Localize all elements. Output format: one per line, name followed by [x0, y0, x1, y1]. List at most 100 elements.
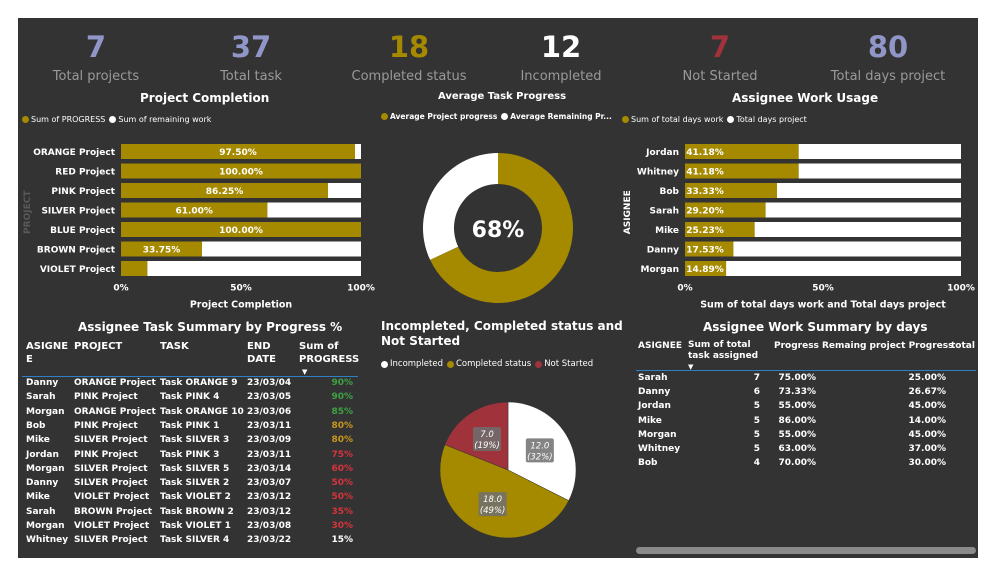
bar-remaining[interactable]	[798, 144, 961, 159]
bar-progress[interactable]	[121, 183, 328, 198]
table-cell-progress: 35%	[331, 506, 353, 517]
column-header-asignee[interactable]: ASIGNE E	[26, 341, 69, 365]
bar-progress[interactable]	[685, 183, 777, 198]
table-cell-task: Task VIOLET 1	[160, 521, 231, 531]
table-cell-tasks: 7	[753, 373, 760, 383]
tick-label: 100%	[347, 284, 375, 294]
table-cell-progress: 50%	[331, 478, 353, 489]
task-summary-table[interactable]: ASIGNE E PROJECT TASK END DATE Sum of PR…	[18, 338, 368, 558]
avg-task-progress-legend: Average Project progress Average Remaini…	[381, 112, 616, 121]
column-header-progress[interactable]: Sum of PROGRESS	[299, 341, 360, 365]
bar-progress[interactable]	[685, 261, 727, 276]
bar-remaining[interactable]	[754, 222, 961, 237]
bar-progress[interactable]	[685, 144, 799, 159]
data-label: 17.53%	[686, 246, 724, 256]
bar-remaining[interactable]	[202, 241, 361, 257]
bar-remaining[interactable]	[733, 241, 961, 257]
kpi-total-days-project: 80 Total days project	[813, 30, 963, 84]
column-header-asignee[interactable]: ASIGNEE	[638, 341, 683, 351]
bar-progress[interactable]	[685, 241, 734, 257]
table-cell-progress: 73.33%	[778, 387, 817, 398]
data-label: 29.20%	[686, 207, 724, 217]
table-cell-project: SILVER Project	[74, 463, 148, 474]
table-cell-end: 23/03/08	[247, 521, 292, 531]
legend-label: Not Started	[544, 359, 594, 369]
table-cell-asignee: Sarah	[26, 392, 56, 403]
legend-dot-icon	[447, 360, 454, 368]
table-cell-progress: 80%	[331, 420, 353, 431]
bar-progress[interactable]	[685, 202, 766, 218]
bar-remaining[interactable]	[355, 144, 361, 159]
category-label: Morgan	[640, 265, 679, 275]
project-completion-title: Project Completion	[140, 91, 270, 105]
table-cell-asignee: Whitney	[26, 535, 69, 546]
bar-progress[interactable]	[121, 163, 361, 179]
legend-label: Sum of total days work	[631, 115, 724, 124]
category-label: BLUE Project	[50, 226, 116, 236]
bar-remaining[interactable]	[267, 202, 361, 218]
bar-progress[interactable]	[121, 261, 148, 276]
bar-progress[interactable]	[121, 202, 268, 218]
data-label: 25.23%	[686, 226, 724, 236]
table-cell-task: Task ORANGE 10	[160, 406, 244, 417]
bar-remaining[interactable]	[765, 202, 961, 218]
table-cell-progress: 90%	[331, 392, 353, 403]
column-header-task[interactable]: TASK	[160, 341, 189, 352]
kpi-not-started: 7 Not Started	[645, 30, 795, 84]
kpi-completed-status: 18 Completed status	[334, 30, 484, 84]
table-cell-end: 23/03/22	[247, 535, 292, 546]
bar-progress[interactable]	[685, 222, 755, 237]
data-label: 41.18%	[686, 168, 724, 178]
bar-progress[interactable]	[121, 222, 361, 237]
legend-item: Completed status	[447, 359, 531, 369]
table-cell-progress: 85%	[331, 406, 353, 417]
table-cell-project: SILVER Project	[74, 535, 148, 546]
y-axis-title: PROJECT	[23, 190, 33, 234]
data-label: 100.00%	[219, 226, 263, 236]
work-summary-table[interactable]: ASIGNEE Sum of total task assigned ▼ Pro…	[636, 338, 978, 548]
data-label: 61.00%	[175, 207, 213, 217]
bar-progress[interactable]	[121, 144, 355, 159]
kpi-label: Total days project	[830, 69, 946, 84]
legend-dot-icon	[622, 116, 629, 123]
avg-task-progress-title: Average Task Progress	[438, 91, 567, 102]
table-cell-project: PINK Project	[74, 420, 138, 431]
column-header-end-date[interactable]: END DATE	[247, 341, 276, 365]
bar-remaining[interactable]	[726, 261, 961, 276]
bar-progress[interactable]	[685, 163, 799, 179]
table-cell-project: BROWN Project	[74, 506, 153, 517]
horizontal-scrollbar[interactable]	[636, 547, 976, 554]
table-cell-project: SILVER Project	[74, 435, 148, 446]
category-label: ORANGE Project	[33, 148, 115, 158]
bar-progress[interactable]	[121, 241, 202, 257]
table-cell-project: ORANGE Project	[74, 378, 156, 388]
kpi-label: Total task	[220, 69, 282, 84]
sort-desc-icon[interactable]: ▼	[302, 368, 308, 376]
pie-value-label: 7.0	[480, 430, 494, 440]
legend-item: Sum of total days work	[622, 115, 723, 124]
legend-label: Sum of PROGRESS	[31, 115, 106, 124]
table-cell-task: Task SILVER 3	[160, 435, 230, 446]
donut-slice[interactable]	[430, 153, 573, 303]
table-cell-tasks: 4	[753, 458, 760, 469]
bar-remaining[interactable]	[147, 261, 361, 276]
column-header-tasks[interactable]: Sum of total task assigned	[688, 340, 759, 361]
work-summary-title: Assignee Work Summary by days	[703, 320, 928, 334]
donut-slice[interactable]	[423, 153, 498, 260]
bar-remaining[interactable]	[798, 163, 961, 179]
project-completion-chart: ORANGE Project 97.50% RED Project 100.00% PI…	[23, 144, 375, 311]
column-header-total[interactable]: total	[951, 341, 975, 351]
column-header-progress[interactable]: Progress	[774, 341, 819, 351]
sort-desc-icon[interactable]: ▼	[688, 363, 694, 371]
column-header-remaining[interactable]: Remaing project Progress	[822, 341, 954, 351]
legend-dot-icon	[501, 113, 509, 120]
pie-slice[interactable]	[439, 444, 570, 539]
table-cell-progress: 70.00%	[778, 458, 817, 469]
y-axis-title: ASIGNEE	[623, 190, 633, 234]
bar-remaining[interactable]	[328, 183, 361, 198]
legend-dot-icon	[381, 113, 388, 120]
table-cell-asignee: Jordan	[638, 401, 671, 412]
bar-remaining[interactable]	[776, 183, 961, 198]
column-header-project[interactable]: PROJECT	[74, 341, 123, 352]
kpi-value: 12	[540, 30, 582, 64]
